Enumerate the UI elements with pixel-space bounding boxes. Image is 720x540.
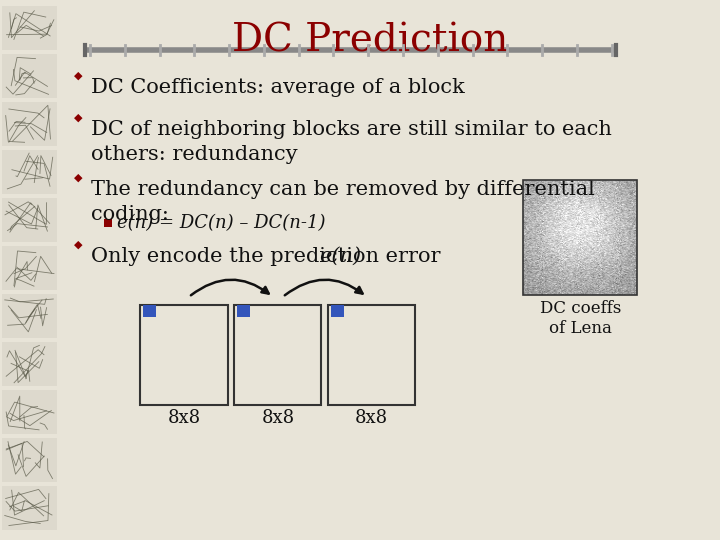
Text: Only encode the prediction error: Only encode the prediction error xyxy=(91,247,447,266)
Bar xyxy=(2,342,57,386)
Bar xyxy=(2,150,57,194)
Text: ◆: ◆ xyxy=(74,71,83,81)
Text: 8x8: 8x8 xyxy=(167,409,200,427)
Text: ◆: ◆ xyxy=(74,113,83,123)
Text: ◆: ◆ xyxy=(74,173,83,183)
Bar xyxy=(2,486,57,530)
Bar xyxy=(2,438,57,482)
Text: 8x8: 8x8 xyxy=(261,409,294,427)
Bar xyxy=(331,305,344,317)
Bar xyxy=(2,390,57,434)
Bar xyxy=(2,294,57,338)
Text: ◆: ◆ xyxy=(74,240,83,250)
Bar xyxy=(104,219,112,227)
Text: DC Prediction: DC Prediction xyxy=(232,22,508,59)
Text: 8x8: 8x8 xyxy=(355,409,388,427)
Bar xyxy=(143,305,156,317)
Bar xyxy=(2,246,57,290)
Bar xyxy=(140,305,228,405)
Bar xyxy=(237,305,251,317)
Bar xyxy=(328,305,415,405)
Text: e(n) = DC(n) – DC(n-1): e(n) = DC(n) – DC(n-1) xyxy=(117,214,325,232)
Bar xyxy=(2,6,57,50)
Bar xyxy=(2,54,57,98)
Bar xyxy=(2,198,57,242)
Text: The redundancy can be removed by differential
coding:: The redundancy can be removed by differe… xyxy=(91,180,595,224)
Bar xyxy=(523,180,637,295)
Bar xyxy=(2,102,57,146)
Text: DC coeffs
of Lena: DC coeffs of Lena xyxy=(539,300,621,336)
FancyArrowPatch shape xyxy=(191,280,269,295)
Text: DC of neighboring blocks are still similar to each
others: redundancy: DC of neighboring blocks are still simil… xyxy=(91,120,612,164)
Bar xyxy=(234,305,321,405)
Text: e(n): e(n) xyxy=(320,247,361,266)
FancyArrowPatch shape xyxy=(285,280,363,295)
Text: DC Coefficients: average of a block: DC Coefficients: average of a block xyxy=(91,78,465,97)
